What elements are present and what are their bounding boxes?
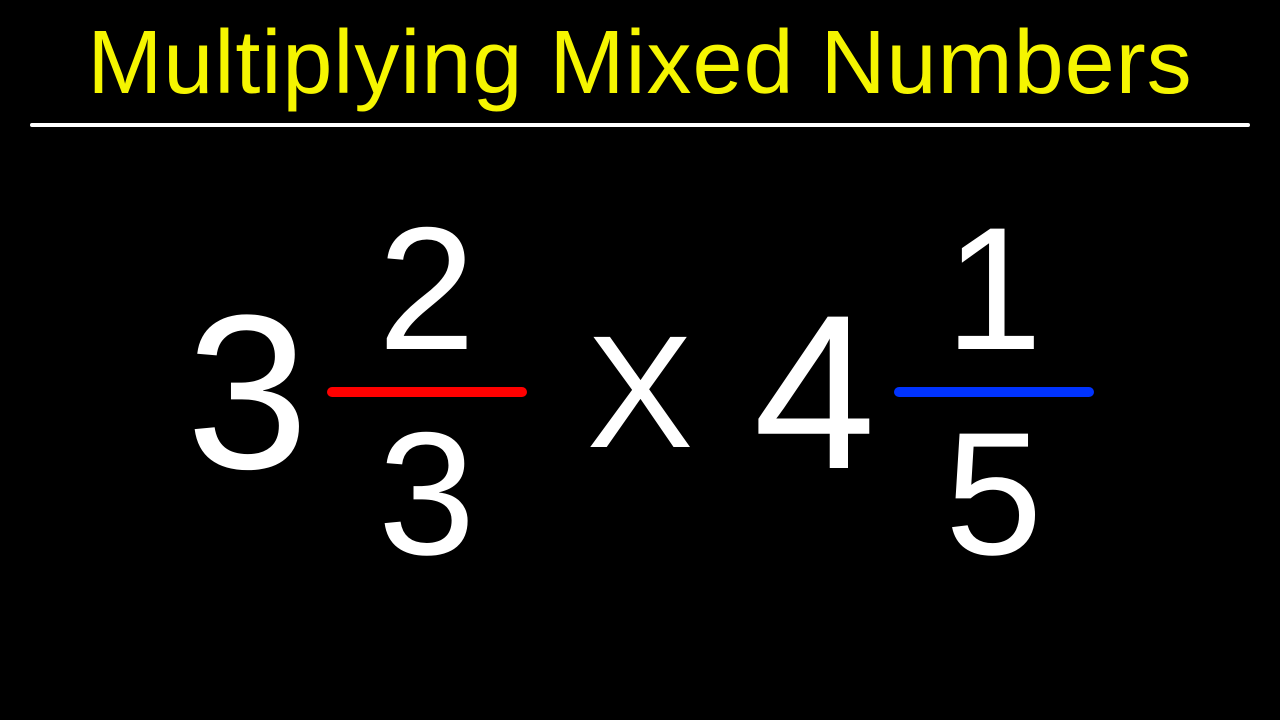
right-denominator: 5: [945, 407, 1042, 582]
multiply-operator: X: [587, 312, 694, 472]
right-fraction: 1 5: [894, 202, 1094, 582]
left-numerator: 2: [378, 202, 475, 377]
left-fraction: 2 3: [327, 202, 527, 582]
right-numerator: 1: [945, 202, 1042, 377]
left-denominator: 3: [378, 407, 475, 582]
title-underline: [30, 123, 1250, 127]
page-title: Multiplying Mixed Numbers: [0, 0, 1280, 115]
left-whole-number: 3: [186, 282, 308, 502]
right-fraction-bar: [894, 387, 1094, 397]
right-mixed-number: 4 1 5: [753, 202, 1093, 582]
equation-container: 3 2 3 X 4 1 5: [0, 202, 1280, 582]
left-fraction-bar: [327, 387, 527, 397]
right-whole-number: 4: [753, 282, 875, 502]
left-mixed-number: 3 2 3: [186, 202, 526, 582]
